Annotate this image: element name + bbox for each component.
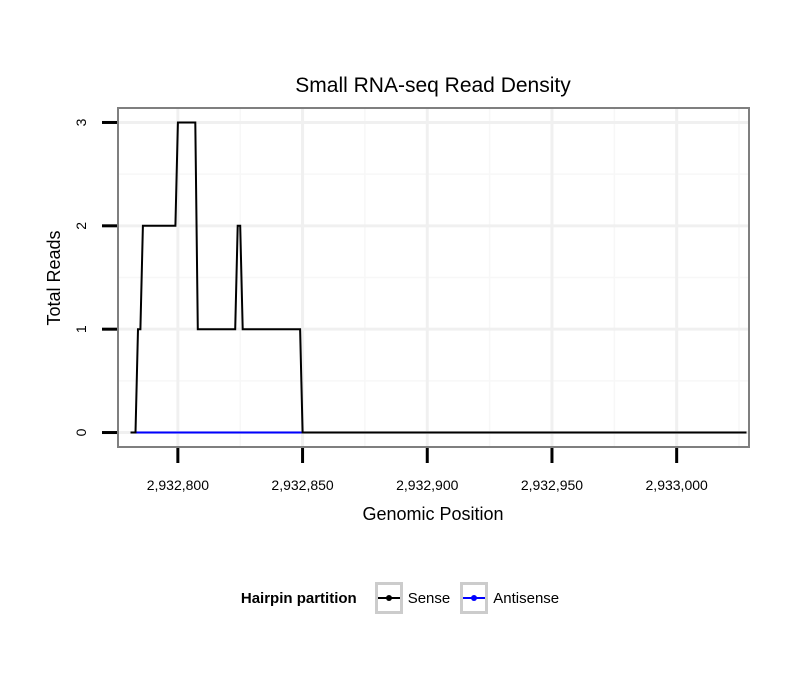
plot-area: 2,932,800 2,932,850 2,932,900 2,932,950 2,93… — [73, 107, 750, 493]
legend-key-sense — [374, 582, 403, 614]
plot-border — [117, 107, 750, 448]
series-line-sense — [130, 121, 747, 434]
chart: Small RNA-seq Read Density 2,932,800 2,93… — [44, 74, 750, 524]
legend-label-sense: Sense — [407, 589, 451, 607]
x-tick-label: 2,932,900 — [396, 477, 458, 493]
y-tick-label: 1 — [73, 325, 89, 333]
x-tick-label: 2,932,800 — [147, 477, 209, 493]
legend: Hairpin partition Sense Antisense — [0, 578, 810, 618]
x-tick-label: 2,932,850 — [271, 477, 333, 493]
legend-label-antisense: Antisense — [493, 589, 560, 607]
x-tick-label: 2,933,000 — [646, 477, 708, 493]
chart-title: Small RNA-seq Read Density — [295, 74, 571, 97]
x-axis-label: Genomic Position — [362, 504, 503, 524]
legend-title: Hairpin partition — [240, 589, 357, 607]
legend-antisense-line-icon — [463, 595, 486, 601]
x-tick-label: 2,932,950 — [521, 477, 583, 493]
legend-sense-line-icon — [377, 595, 400, 601]
legend-key-antisense — [460, 582, 489, 614]
y-axis-label: Total Reads — [44, 230, 64, 325]
y-tick-label: 2 — [73, 222, 89, 230]
y-tick-label: 3 — [73, 118, 89, 126]
y-tick-label: 0 — [73, 428, 89, 436]
